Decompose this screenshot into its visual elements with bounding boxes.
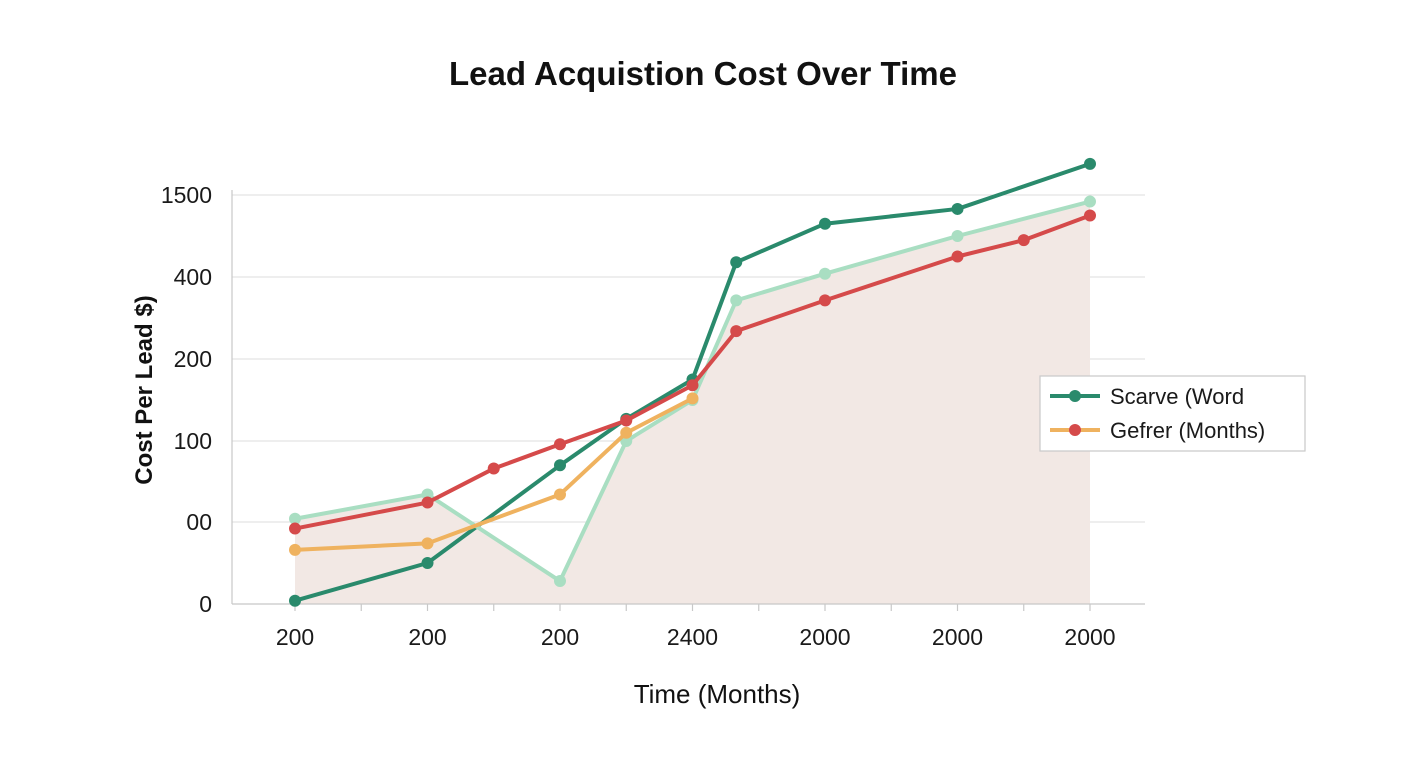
data-point-series-3 [686, 379, 699, 392]
data-point-series-1 [554, 459, 566, 472]
legend-label-1: Scarve (Word [1110, 384, 1244, 409]
legend-label-2: Gefrer (Months) [1110, 418, 1265, 443]
y-tick-label: 100 [174, 428, 212, 454]
legend-marker-2 [1069, 424, 1081, 436]
data-point-series-1 [421, 557, 434, 569]
x-tick-label: 200 [276, 624, 314, 650]
data-point-series-4 [289, 543, 301, 556]
data-point-series-4 [554, 488, 566, 501]
series-lines [289, 157, 1096, 607]
data-point-series-4 [620, 426, 633, 439]
x-tick-label: 200 [541, 624, 579, 650]
x-tick-label: 2000 [799, 624, 850, 650]
x-axis: 200 200 200 2400 2000 2000 2000 [232, 603, 1145, 650]
y-tick-label: 0 [199, 591, 212, 617]
y-tick-label: 200 [174, 346, 212, 372]
legend: Scarve (Word Gefrer (Months) [1039, 375, 1306, 452]
y-axis-title: Cost Per Lead $) [131, 295, 158, 484]
x-tick-label: 200 [408, 624, 446, 650]
data-point-series-1 [730, 256, 743, 269]
data-point-series-4 [686, 392, 699, 405]
data-point-series-3 [421, 496, 434, 509]
data-point-series-4 [421, 537, 434, 550]
y-tick-label: 400 [174, 264, 212, 290]
x-axis-title: Time (Months) [634, 679, 801, 709]
data-point-series-3 [1017, 234, 1030, 247]
x-tick-label: 2000 [932, 624, 983, 650]
data-point-series-2 [554, 575, 566, 588]
data-point-series-2 [730, 294, 743, 307]
y-tick-label: 1500 [161, 182, 212, 208]
data-point-series-3 [1084, 209, 1096, 222]
data-point-series-3 [289, 522, 301, 535]
data-point-series-1 [951, 202, 964, 215]
y-tick-label: 00 [186, 509, 212, 535]
data-point-series-2 [819, 267, 831, 280]
legend-marker-1 [1069, 390, 1081, 402]
data-point-series-3 [620, 414, 633, 427]
data-point-series-3 [730, 325, 743, 338]
data-point-series-2 [289, 512, 301, 525]
data-point-series-2 [1084, 195, 1096, 208]
data-point-series-3 [951, 250, 964, 263]
data-point-series-1 [1084, 157, 1096, 170]
x-tick-label: 2400 [667, 624, 718, 650]
data-point-series-3 [554, 438, 566, 451]
data-point-series-1 [289, 594, 301, 607]
x-tick-label: 2000 [1064, 624, 1115, 650]
data-point-series-3 [487, 462, 500, 475]
data-point-series-2 [951, 230, 964, 242]
data-point-series-1 [819, 217, 831, 230]
chart-title: Lead Acquistion Cost Over Time [449, 55, 957, 92]
data-point-series-3 [819, 294, 831, 307]
legend-box [1039, 375, 1306, 452]
